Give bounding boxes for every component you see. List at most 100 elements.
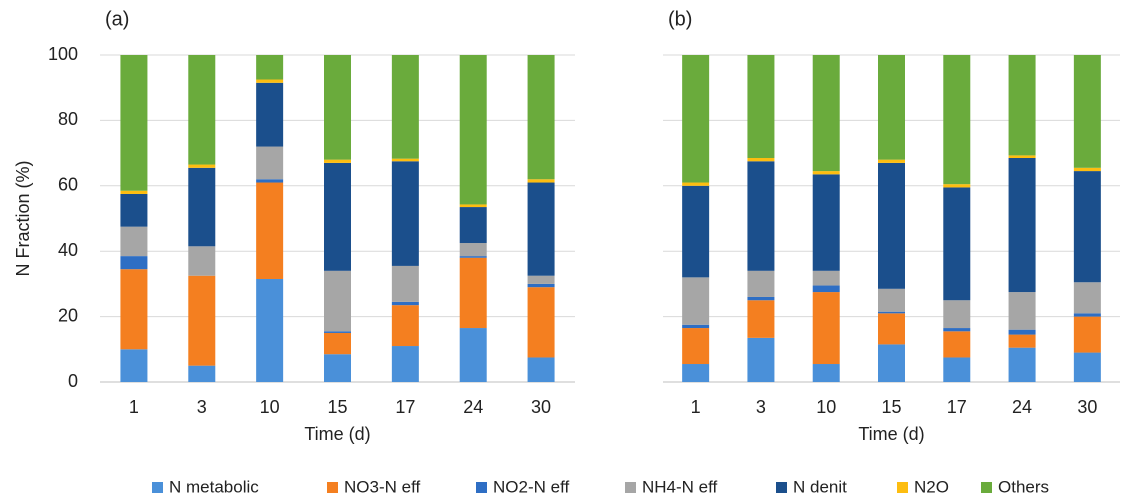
x-tick-label: 15: [881, 397, 901, 417]
legend-label: NO2-N eff: [493, 477, 569, 496]
bar-segment: [256, 79, 284, 83]
legend-swatch: [476, 482, 487, 493]
bar-segment: [459, 55, 487, 205]
x-tick-label: 3: [756, 397, 766, 417]
x-tick-label: 15: [327, 397, 347, 417]
bar-segment: [1073, 55, 1101, 168]
x-tick-label: 30: [531, 397, 551, 417]
bar-segment: [812, 55, 840, 172]
bar-segment: [812, 174, 840, 271]
bar-segment: [391, 305, 419, 347]
bar-segment: [527, 55, 555, 180]
bar-segment: [878, 313, 905, 345]
bar-segment: [1008, 155, 1036, 159]
legend-label: Others: [998, 477, 1049, 496]
bar-segment: [747, 158, 775, 162]
bar-segment: [188, 167, 216, 247]
legend-label: N denit: [793, 477, 847, 496]
bar-segment: [459, 257, 487, 329]
bar-segment: [1008, 55, 1036, 156]
bar-segment: [188, 246, 216, 276]
bar-segment: [812, 270, 840, 286]
bar-segment: [391, 265, 419, 302]
bar-segment: [120, 349, 148, 382]
y-tick-label: 60: [58, 175, 78, 195]
bar-segment: [812, 364, 840, 382]
y-tick-label: 0: [68, 371, 78, 391]
bar-segment: [682, 364, 710, 382]
bar-segment: [459, 328, 487, 382]
bar-segment: [878, 55, 905, 160]
bar-segment: [878, 344, 905, 382]
bar-segment: [1073, 313, 1101, 317]
bar-segment: [256, 179, 284, 183]
legend: N metabolic NO3-N eff NO2-N eff NH4-N eff N …: [152, 477, 1049, 496]
bar-segment: [188, 275, 216, 366]
bar-segment: [459, 256, 487, 258]
bar-segment: [324, 159, 351, 163]
bar-segment: [527, 275, 555, 284]
bar-segment: [1008, 329, 1036, 335]
bar-segment: [682, 328, 710, 365]
bar-segment: [324, 55, 351, 160]
legend-swatch: [625, 482, 636, 493]
legend-label: NH4-N eff: [642, 477, 718, 496]
bar-segment: [1073, 316, 1101, 353]
bar-segment: [747, 270, 775, 297]
y-tick-label: 80: [58, 109, 78, 129]
x-tick-label: 30: [1077, 397, 1097, 417]
bar-segment: [391, 346, 419, 382]
bar-segment: [391, 55, 419, 159]
x-tick-label: 24: [1012, 397, 1032, 417]
legend-label: NO3-N eff: [344, 477, 420, 496]
y-tick-label: 100: [48, 44, 78, 64]
bar-segment: [1008, 158, 1036, 293]
x-tick-label: 10: [816, 397, 836, 417]
x-tick-label: 1: [129, 397, 139, 417]
bar-segment: [747, 337, 775, 382]
bar-segment: [120, 190, 148, 194]
bar-segment: [747, 161, 775, 271]
bar-segment: [120, 55, 148, 191]
chart-title: (a): [105, 8, 129, 30]
bar-segment: [878, 288, 905, 312]
legend-swatch: [152, 482, 163, 493]
bar-segment: [878, 159, 905, 163]
bar-segment: [1073, 282, 1101, 314]
bar-segment: [812, 285, 840, 293]
bar-segment: [120, 269, 148, 350]
bar-segment: [943, 357, 971, 382]
x-axis-label: Time (d): [304, 424, 370, 444]
bar-segment: [324, 270, 351, 332]
bar-segment: [188, 365, 216, 382]
bar-segment: [943, 300, 971, 329]
bar-segment: [527, 283, 555, 288]
bar-segment: [324, 332, 351, 355]
legend-swatch: [327, 482, 338, 493]
bar-segment: [324, 354, 351, 382]
bar-segment: [459, 243, 487, 257]
x-tick-label: 1: [691, 397, 701, 417]
bar-segment: [256, 278, 284, 382]
x-tick-label: 24: [463, 397, 483, 417]
bar-segment: [943, 331, 971, 358]
bar-segment: [459, 204, 487, 208]
y-tick-label: 40: [58, 240, 78, 260]
bar-segment: [527, 357, 555, 382]
bar-segment: [682, 324, 710, 329]
bar-segment: [188, 164, 216, 168]
bar-segment: [256, 82, 284, 147]
bar-segment: [391, 301, 419, 306]
bar-segment: [256, 146, 284, 180]
bar-segment: [1073, 167, 1101, 172]
bar-segment: [1008, 292, 1036, 330]
bar-segment: [1008, 347, 1036, 382]
legend-swatch: [981, 482, 992, 493]
bar-segment: [943, 184, 971, 188]
bar-segment: [391, 158, 419, 162]
bar-segment: [459, 207, 487, 244]
bar-segment: [188, 55, 216, 165]
bar-segment: [120, 256, 148, 270]
y-axis-label: N Fraction (%): [13, 160, 33, 276]
